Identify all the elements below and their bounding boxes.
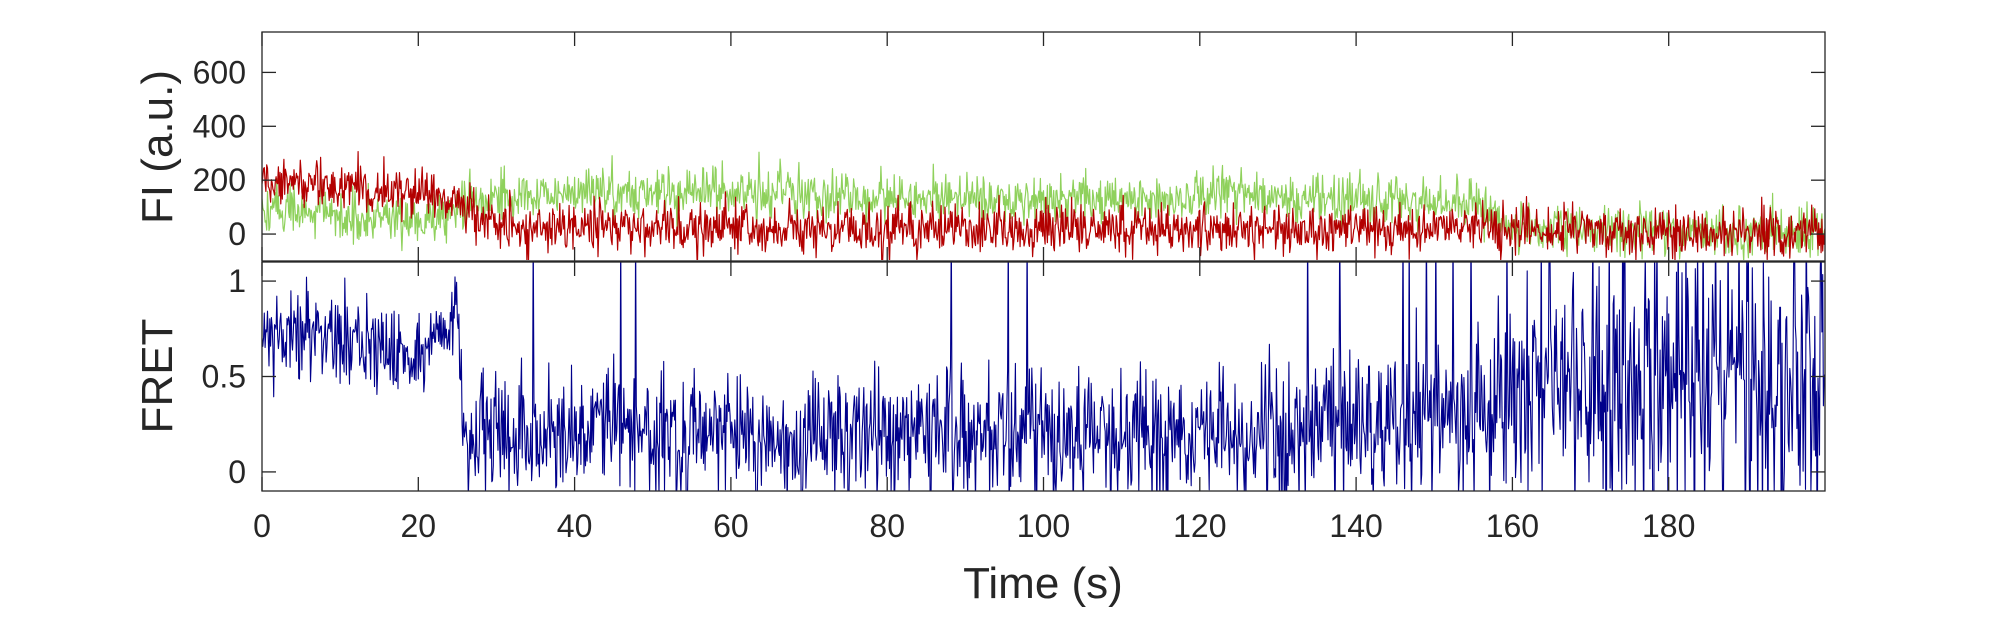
fret-panel: 0 0.5 1 0 20 40 60 80 100 120 140 160 180 FRET Time … — [133, 261, 1826, 608]
fret-y-axis-label: FRET — [133, 319, 182, 434]
x-tick-label: 140 — [1329, 508, 1382, 544]
fret-trace-1 — [262, 262, 1825, 491]
fluorescence-axes-frame — [261, 31, 1826, 262]
fret-series-group — [262, 262, 1825, 491]
x-tick-label: 120 — [1173, 508, 1226, 544]
x-tick-label: 80 — [869, 508, 905, 544]
x-tick-label: 60 — [713, 508, 749, 544]
fluorescence-y-tick-label: 600 — [193, 54, 246, 90]
fret-y-tick-label: 0 — [228, 454, 246, 490]
fluorescence-series-group — [262, 151, 1825, 260]
x-tick-label: 180 — [1642, 508, 1695, 544]
fluorescence-panel: 0 200 400 600 FI (a.u.) — [133, 31, 1826, 262]
fluorescence-y-tick-label: 200 — [193, 162, 246, 198]
fluorescence-y-tick-label: 0 — [228, 216, 246, 252]
x-tick-label: 0 — [253, 508, 271, 544]
fluorescence-y-tick-label: 400 — [193, 108, 246, 144]
fluorescence-y-axis-label: FI (a.u.) — [133, 70, 182, 224]
x-tick-label: 20 — [401, 508, 437, 544]
x-tick-label: 40 — [557, 508, 593, 544]
x-axis-label: Time (s) — [963, 559, 1123, 608]
fluorescence-trace-1 — [262, 151, 1825, 260]
fret-y-tick-label: 0.5 — [202, 359, 246, 395]
fluorescence-y-ticks: 0 200 400 600 — [193, 32, 1825, 261]
fret-axes-frame — [261, 261, 1826, 492]
x-tick-label: 160 — [1486, 508, 1539, 544]
fret-y-tick-label: 1 — [228, 263, 246, 299]
fret-axis-ticks: 0 0.5 1 0 20 40 60 80 100 120 140 160 180 — [202, 262, 1825, 544]
fluorescence-trace-2 — [262, 151, 1825, 260]
x-tick-label: 100 — [1017, 508, 1070, 544]
